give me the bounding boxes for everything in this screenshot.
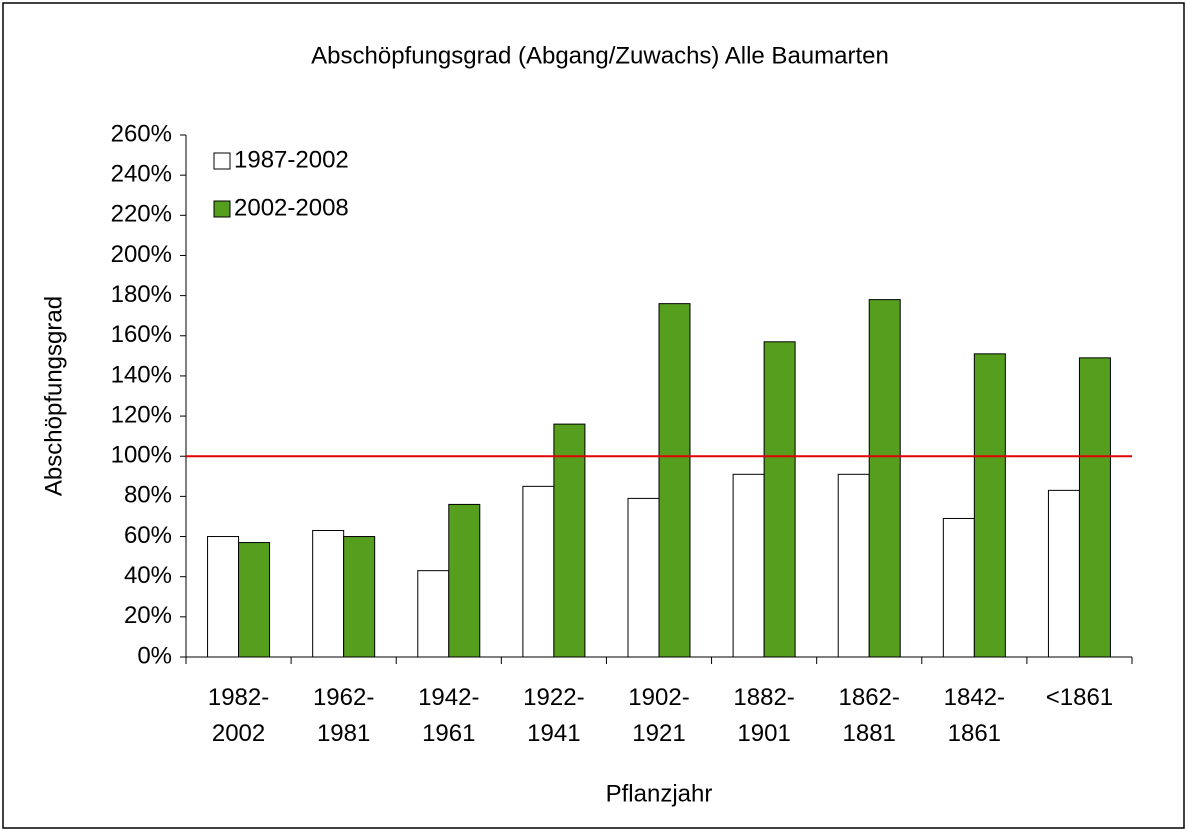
y-tick-label: 40% <box>124 562 172 589</box>
bar <box>417 570 450 658</box>
y-tick-label: 180% <box>111 281 172 308</box>
bar <box>1078 357 1111 658</box>
y-tick-label: 260% <box>111 120 172 147</box>
bar <box>658 303 691 658</box>
x-tick-label: <1861 <box>1045 684 1114 711</box>
bar <box>942 517 975 658</box>
bar <box>553 423 586 658</box>
y-axis-label: Abschöpfungsgrad <box>40 296 67 496</box>
y-tick-label: 220% <box>111 201 172 228</box>
chart-title: Abschöpfungsgrad (Abgang/Zuwachs) Alle B… <box>311 42 889 69</box>
legend-swatch <box>213 200 231 218</box>
legend-label: 2002-2008 <box>234 194 349 221</box>
bar <box>868 299 901 658</box>
x-tick-label: 1982-2002 <box>207 684 270 747</box>
y-tick-label: 80% <box>124 482 172 509</box>
bar <box>973 353 1006 658</box>
x-tick-label: 1842-1861 <box>943 684 1006 747</box>
bar <box>207 536 240 658</box>
bar <box>837 473 870 658</box>
y-tick-label: 60% <box>124 522 172 549</box>
x-tick-label: 1922-1941 <box>523 684 585 747</box>
y-tick-label: 200% <box>111 241 172 268</box>
bar <box>343 536 376 658</box>
x-tick-label: 1902-1921 <box>628 684 690 747</box>
bar <box>763 341 796 658</box>
bar <box>522 485 555 658</box>
x-tick-label: 1862-1881 <box>838 684 900 747</box>
y-tick-label: 20% <box>124 602 172 629</box>
y-tick-label: 120% <box>111 401 172 428</box>
bar <box>627 497 660 658</box>
legend-swatch <box>213 152 231 170</box>
bar <box>448 503 481 658</box>
y-tick-label: 240% <box>111 160 172 187</box>
x-tick-label: 1882-1901 <box>733 684 795 747</box>
bar <box>312 530 345 658</box>
y-tick-label: 160% <box>111 321 172 348</box>
bar <box>1047 489 1080 658</box>
x-tick-label: 1962-1981 <box>312 684 375 747</box>
x-tick-label: 1942-1961 <box>418 684 480 747</box>
bar <box>238 542 271 658</box>
x-axis-label: Pflanzjahr <box>606 780 713 807</box>
y-tick-label: 140% <box>111 361 172 388</box>
y-tick-label: 0% <box>137 642 172 669</box>
y-tick-label: 100% <box>111 442 172 469</box>
legend-label: 1987-2002 <box>234 146 349 173</box>
bar <box>732 473 765 658</box>
